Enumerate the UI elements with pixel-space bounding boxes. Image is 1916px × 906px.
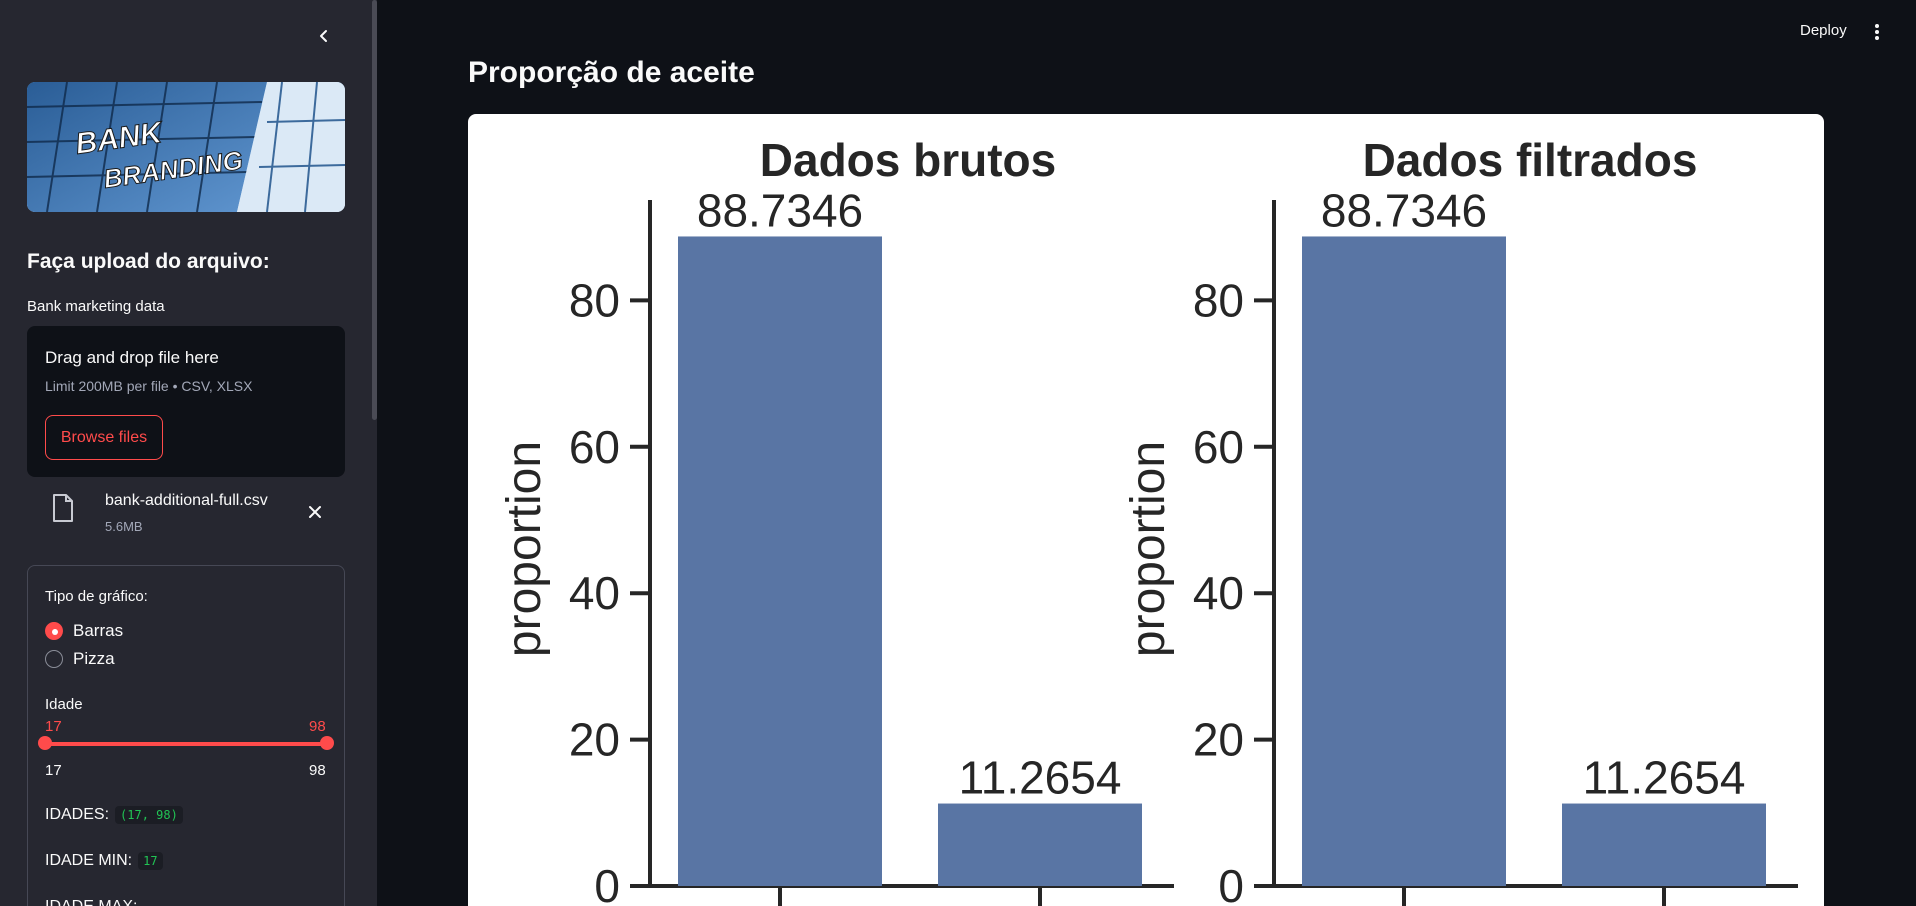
y-tick-label: 20 xyxy=(569,714,620,766)
bar xyxy=(1302,236,1506,886)
browse-files-button[interactable]: Browse files xyxy=(45,415,163,460)
upload-heading: Faça upload do arquivo: xyxy=(27,250,270,273)
dropzone-title: Drag and drop file here xyxy=(45,348,219,367)
y-tick-label: 0 xyxy=(1218,860,1244,906)
y-tick-label: 40 xyxy=(1193,567,1244,619)
bar xyxy=(1562,803,1766,886)
slider-low-thumb[interactable] xyxy=(38,736,52,750)
slider-max-label: 98 xyxy=(309,762,326,779)
slider-high-thumb[interactable] xyxy=(320,736,334,750)
file-name: bank-additional-full.csv xyxy=(105,492,268,509)
idade-min-row: IDADE MIN: 17 xyxy=(45,852,163,870)
age-label: Idade xyxy=(45,696,83,713)
data-label: 88.7346 xyxy=(697,184,863,236)
bar xyxy=(678,236,882,886)
file-icon xyxy=(53,494,73,522)
y-tick-label: 40 xyxy=(569,567,620,619)
idades-value: (17, 98) xyxy=(115,806,183,824)
uploaded-file: bank-additional-full.csv 5.6MB xyxy=(27,486,345,542)
slider-high-value: 98 xyxy=(309,718,326,735)
y-tick-label: 20 xyxy=(1193,714,1244,766)
sidebar: BANK BRANDING Faça upload do arquivo: Ba… xyxy=(0,0,377,906)
age-range-slider[interactable] xyxy=(45,742,327,746)
filter-form: Tipo de gráfico: Barras Pizza Idade 17 9… xyxy=(27,565,345,906)
radio-label: Pizza xyxy=(73,649,115,668)
slider-min-label: 17 xyxy=(45,762,62,779)
idade-max-row: IDADE MAX: xyxy=(45,898,137,906)
idades-row: IDADES: (17, 98) xyxy=(45,806,183,824)
y-axis-label: proportion xyxy=(498,441,551,657)
idade-min-label: IDADE MIN: xyxy=(45,852,133,869)
bar xyxy=(938,803,1142,886)
chart-title: Dados filtrados xyxy=(1363,134,1698,186)
data-label: 11.2654 xyxy=(959,752,1122,804)
radio-selected-icon xyxy=(45,622,63,640)
slider-low-value: 17 xyxy=(45,718,62,735)
collapse-sidebar-button[interactable] xyxy=(312,24,336,48)
data-label: 88.7346 xyxy=(1321,184,1487,236)
proportion-charts: Dados brutos 0 20 40 60 80 proportion 88.7346 11… xyxy=(498,134,1798,906)
y-axis-label: proportion xyxy=(1122,441,1175,657)
idades-label: IDADES: xyxy=(45,806,110,823)
radio-barras[interactable]: Barras xyxy=(45,620,123,642)
data-label: 11.2654 xyxy=(1583,752,1746,804)
main-menu-button[interactable] xyxy=(1868,20,1886,44)
dropzone-limit: Limit 200MB per file • CSV, XLSX xyxy=(45,378,253,394)
remove-file-button[interactable] xyxy=(305,502,325,522)
deploy-button[interactable]: Deploy xyxy=(1800,22,1847,39)
radio-unselected-icon xyxy=(45,650,63,668)
page-title: Proporção de aceite xyxy=(468,56,755,89)
chart-card: Dados brutos 0 20 40 60 80 proportion 88.7346 11… xyxy=(468,114,1824,906)
y-tick-label: 0 xyxy=(594,860,620,906)
radio-label: Barras xyxy=(73,621,124,640)
idade-max-label: IDADE MAX: xyxy=(45,898,137,906)
y-tick-label: 80 xyxy=(569,274,620,326)
file-dropzone[interactable]: Drag and drop file here Limit 200MB per … xyxy=(27,326,345,477)
idade-min-value: 17 xyxy=(138,852,163,870)
y-tick-label: 80 xyxy=(1193,274,1244,326)
chevron-left-icon xyxy=(320,30,327,42)
y-tick-label: 60 xyxy=(1193,421,1244,473)
sidebar-scrollbar[interactable] xyxy=(372,0,377,420)
bank-branding-logo: BANK BRANDING xyxy=(27,82,345,212)
close-icon xyxy=(309,506,321,518)
y-tick-label: 60 xyxy=(569,421,620,473)
file-size: 5.6MB xyxy=(105,519,143,534)
chart-type-label: Tipo de gráfico: xyxy=(45,588,148,605)
chart-title: Dados brutos xyxy=(760,134,1056,186)
uploader-label: Bank marketing data xyxy=(27,298,165,315)
radio-pizza[interactable]: Pizza xyxy=(45,648,115,670)
more-vertical-icon xyxy=(1875,24,1879,40)
